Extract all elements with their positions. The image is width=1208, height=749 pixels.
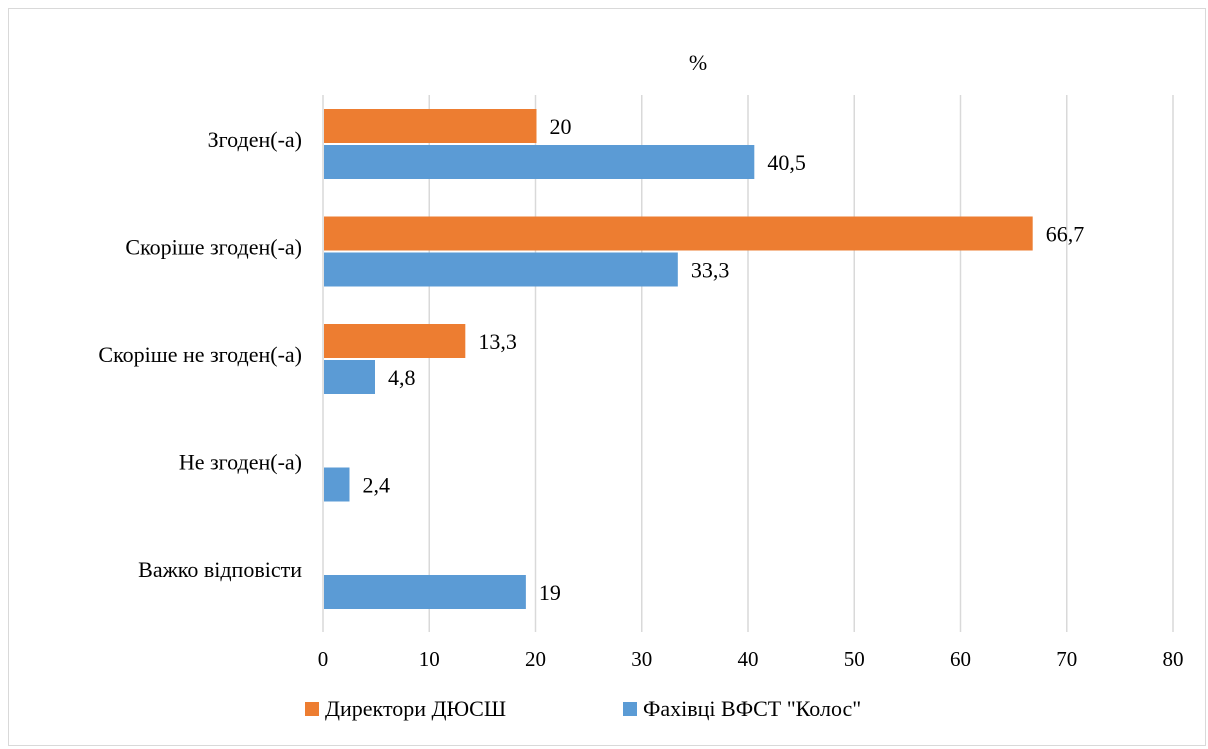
gridlines xyxy=(322,95,1174,632)
x-tick-label: 10 xyxy=(419,647,440,671)
x-tick-label: 60 xyxy=(950,647,971,671)
legend-swatch xyxy=(305,702,319,716)
data-label: 4,8 xyxy=(388,365,416,390)
legend: Директори ДЮСШ Фахівці ВФСТ "Колос" xyxy=(305,696,861,721)
bar xyxy=(324,575,526,609)
legend-swatch xyxy=(623,702,637,716)
data-label: 13,3 xyxy=(478,329,517,354)
x-tick-label: 20 xyxy=(525,647,546,671)
x-tick-label: 70 xyxy=(1056,647,1077,671)
category-labels: Згоден(-а) Скоріше згоден(-а) Скоріше не з… xyxy=(98,127,302,582)
data-label: 20 xyxy=(550,114,572,139)
category-label: Не згоден(-а) xyxy=(179,450,302,475)
x-tick-labels: 0 10 20 30 40 50 60 70 80 xyxy=(318,647,1184,671)
bar xyxy=(324,216,1033,251)
category-label: Скоріше не згоден(-а) xyxy=(98,342,302,367)
x-tick-label: 0 xyxy=(318,647,329,671)
bar xyxy=(324,324,466,358)
category-label: Скоріше згоден(-а) xyxy=(125,235,302,260)
x-tick-label: 30 xyxy=(631,647,652,671)
x-tick-label: 80 xyxy=(1163,647,1184,671)
data-label: 40,5 xyxy=(767,150,806,175)
bar xyxy=(324,467,350,502)
data-label: 19 xyxy=(539,580,561,605)
bar xyxy=(324,252,678,287)
bars xyxy=(324,109,1033,609)
bar xyxy=(324,109,537,143)
chart-title: % xyxy=(689,50,707,75)
category-label: Важко відповісти xyxy=(138,557,302,582)
data-label: 33,3 xyxy=(691,258,730,283)
data-labels: 20 40,5 66,7 33,3 13,3 4,8 2,4 19 xyxy=(363,114,1085,605)
category-label: Згоден(-а) xyxy=(208,127,302,152)
data-label: 66,7 xyxy=(1046,222,1085,247)
data-label: 2,4 xyxy=(363,473,391,498)
legend-label: Фахівці ВФСТ "Колос" xyxy=(643,696,861,721)
x-tick-label: 50 xyxy=(844,647,865,671)
bar xyxy=(324,360,375,394)
legend-label: Директори ДЮСШ xyxy=(325,696,506,721)
chart-frame xyxy=(8,8,1206,746)
bar xyxy=(324,145,755,179)
x-tick-label: 40 xyxy=(738,647,759,671)
